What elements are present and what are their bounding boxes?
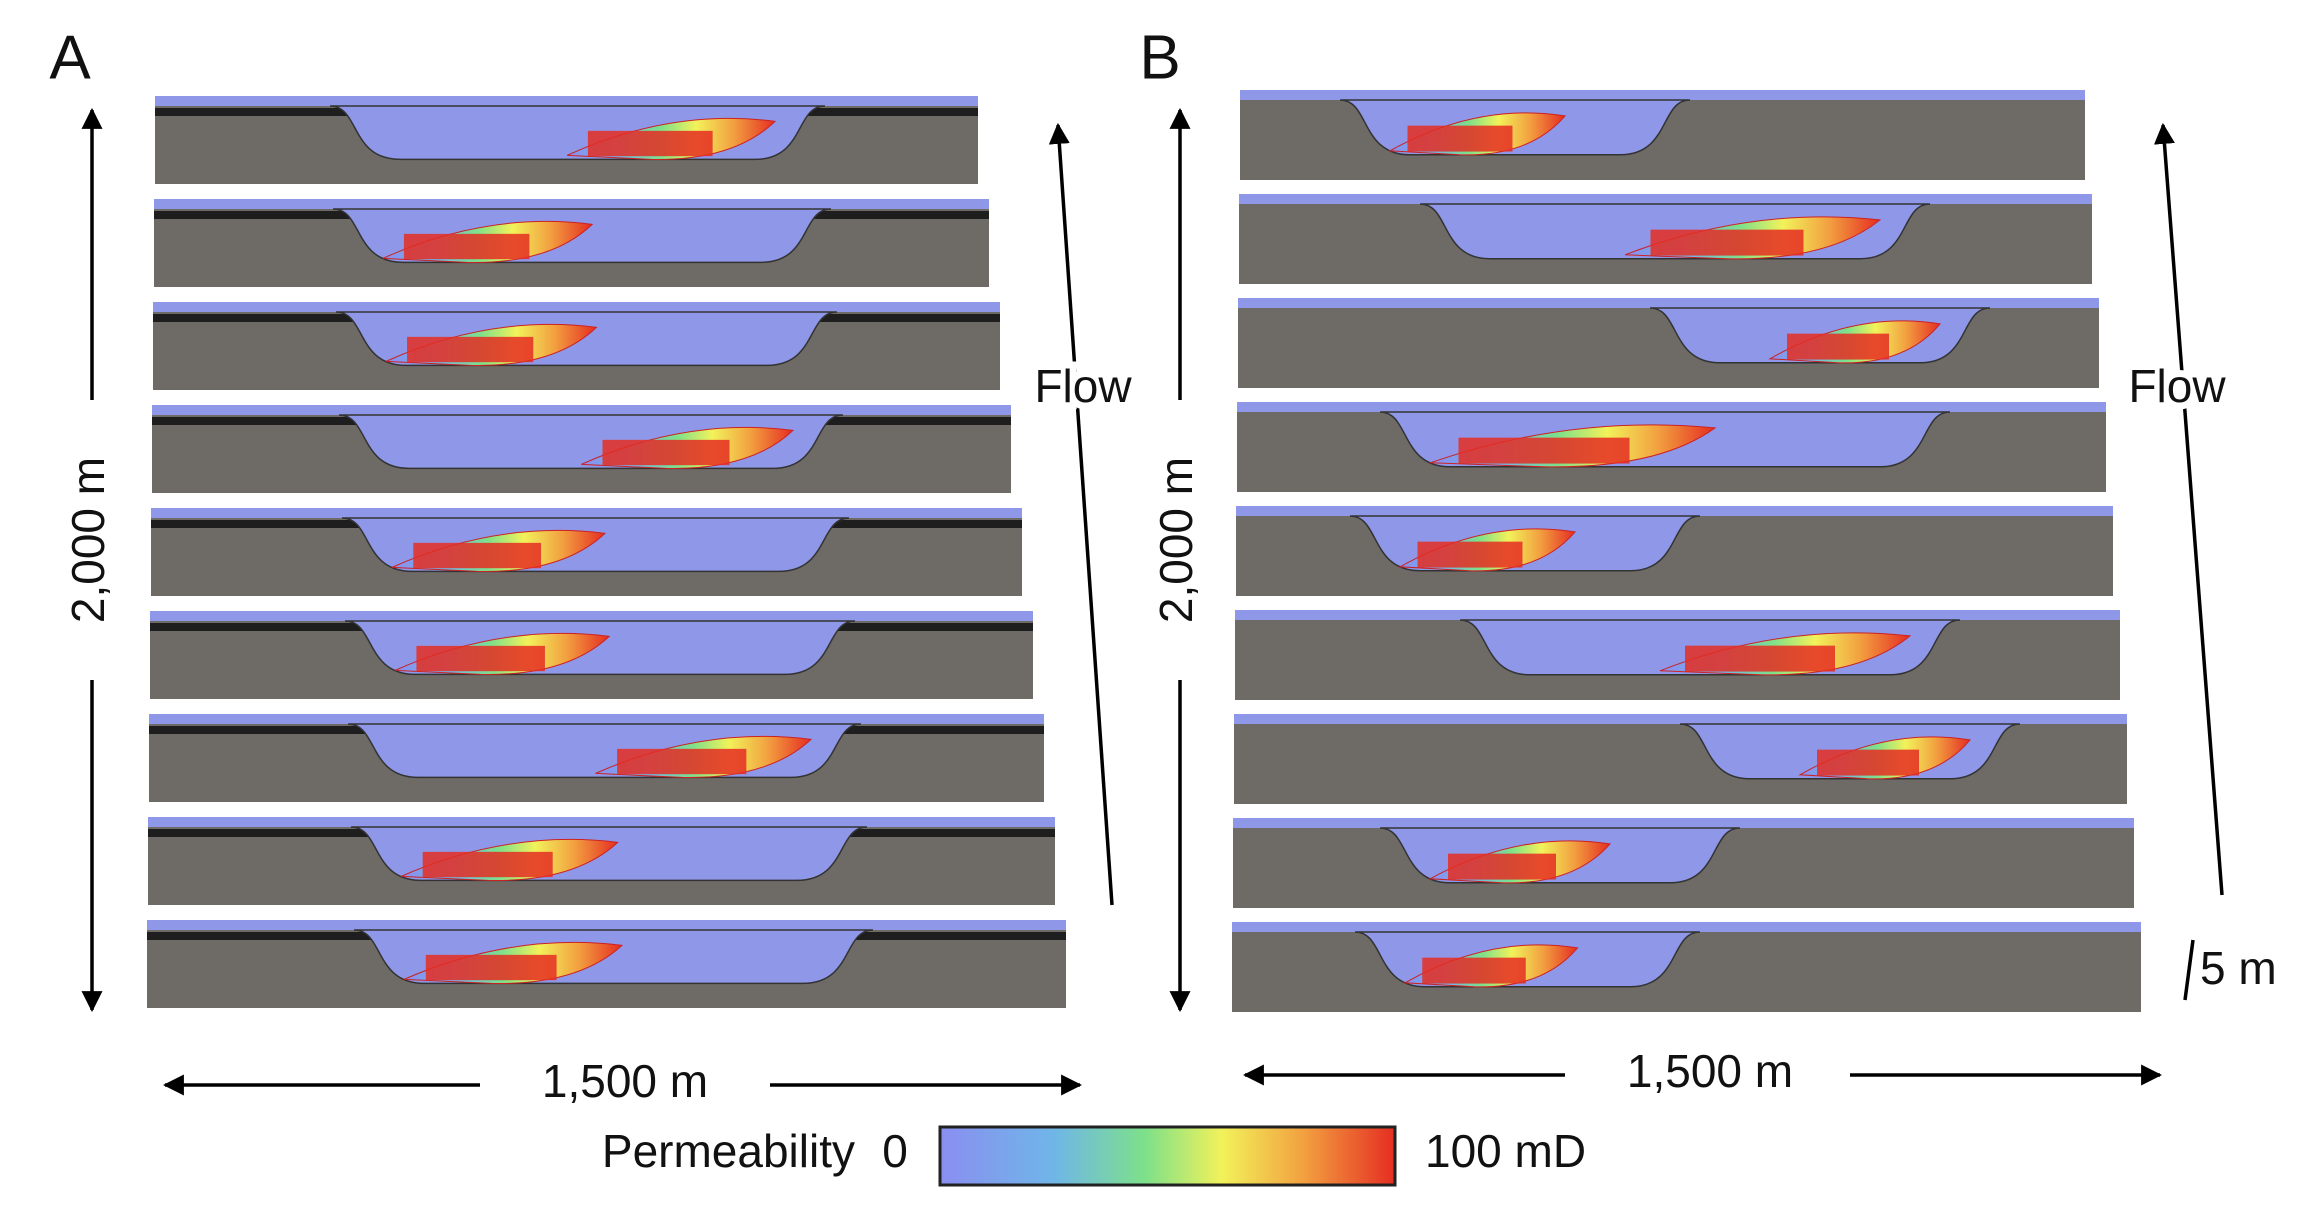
slice-top: [1234, 714, 2127, 724]
model-slices: [147, 90, 2141, 1012]
width-label: 1,500 m: [542, 1055, 708, 1107]
lens-core: [587, 130, 713, 157]
lens-core: [422, 851, 553, 878]
lens-core: [1458, 437, 1630, 464]
lens-core: [1650, 229, 1804, 256]
panel-label: B: [1139, 23, 1180, 92]
flow-label: Flow: [1034, 360, 1132, 412]
colorbar-title: Permeability: [602, 1125, 855, 1177]
lens-core: [1407, 125, 1513, 152]
lens-core: [425, 954, 557, 981]
slice-top: [148, 817, 1055, 827]
slice-top: [1238, 298, 2099, 308]
slice-top: [154, 199, 989, 209]
slice-top: [1237, 402, 2106, 412]
height-label: 2,000 m: [1150, 457, 1202, 623]
slice-top: [1236, 506, 2113, 516]
lens-core: [416, 645, 545, 672]
lens-core: [403, 233, 530, 260]
slice-top: [1233, 818, 2134, 828]
flow-arrow: [1048, 122, 1114, 906]
lens-core: [413, 542, 542, 569]
slice-top: [155, 96, 978, 106]
slice-top: [1239, 194, 2092, 204]
panel-label: A: [49, 23, 91, 92]
height-label: 2,000 m: [62, 457, 114, 623]
slice-top: [1235, 610, 2120, 620]
colorbar: [938, 1125, 1397, 1187]
slice-top: [1240, 90, 2085, 100]
lens-core: [1417, 541, 1523, 568]
lens-core: [1787, 333, 1889, 360]
slice-top: [151, 508, 1022, 518]
lens-core: [407, 336, 534, 363]
colorbar-min: 0: [882, 1125, 908, 1177]
lens-core: [602, 439, 730, 466]
slice-top: [153, 302, 1000, 312]
slice-top: [150, 611, 1033, 621]
slice-top: [152, 405, 1011, 415]
lens-core: [1817, 749, 1919, 776]
lens-core: [617, 748, 747, 775]
scale-label: 5 m: [2200, 942, 2277, 994]
lens-core: [1448, 853, 1556, 880]
lens-core: [1685, 645, 1835, 672]
slice-top: [147, 920, 1066, 930]
width-label: 1,500 m: [1627, 1045, 1793, 1097]
flow-label: Flow: [2128, 360, 2226, 412]
slice-top: [149, 714, 1044, 724]
scale-bar: [2183, 939, 2195, 1001]
flow-arrow: [2153, 122, 2224, 896]
colorbar-max: 100 mD: [1425, 1125, 1586, 1177]
lens-core: [1422, 957, 1526, 984]
slice-top: [1232, 922, 2141, 932]
